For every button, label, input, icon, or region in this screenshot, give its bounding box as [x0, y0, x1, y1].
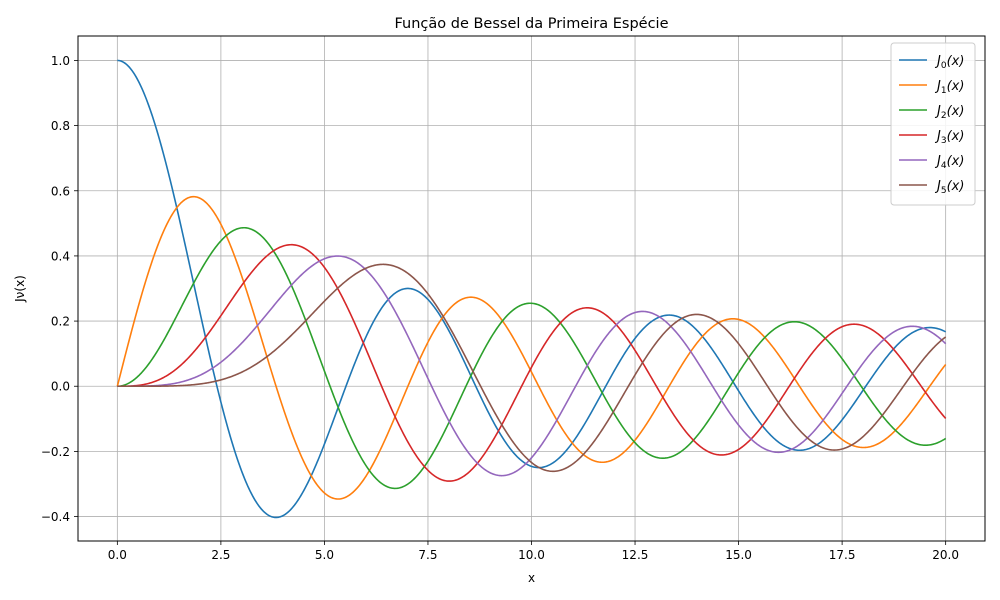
x-tick-label: 15.0	[725, 548, 752, 562]
x-axis-title: x	[528, 571, 535, 585]
legend-box	[890, 42, 976, 206]
series-line-j3	[117, 243, 947, 482]
grid	[78, 36, 985, 541]
series-line-j1	[116, 195, 947, 500]
y-tick-label: −0.2	[41, 445, 70, 459]
x-tick-label: 2.5	[211, 548, 230, 562]
series-line-j5	[117, 263, 947, 473]
legend-label: J3(x)	[934, 129, 964, 146]
y-tick-label: 0.0	[51, 380, 70, 394]
legend-label: J4(x)	[934, 154, 964, 171]
y-tick-label: 0.2	[51, 315, 70, 329]
x-tick-label: 12.5	[622, 548, 649, 562]
legend-label: J0(x)	[934, 54, 964, 71]
legend-label: J2(x)	[934, 104, 964, 121]
y-tick-label: 0.4	[51, 249, 70, 263]
series-line-j2	[117, 226, 947, 490]
x-tick-label: 17.5	[829, 548, 856, 562]
series-lines	[116, 59, 947, 519]
x-tick-label: 7.5	[418, 548, 437, 562]
axis-ticks: 0.0 2.5 5.0 7.5 10.0 12.5 15.0 17.5 20.0 −0.4 −0.2…	[41, 54, 959, 562]
y-tick-label: 0.6	[51, 184, 70, 198]
y-tick-label: 1.0	[51, 54, 70, 68]
y-tick-label: −0.4	[41, 510, 70, 524]
series-line-j0	[117, 59, 947, 519]
x-tick-label: 5.0	[315, 548, 334, 562]
y-axis-title: Jν(x)	[13, 275, 27, 303]
y-tick-label: 0.8	[51, 119, 70, 133]
legend-label: J5(x)	[934, 179, 964, 196]
chart-title: Função de Bessel da Primeira Espécie	[394, 16, 668, 32]
x-tick-label: 20.0	[932, 548, 959, 562]
legend-label: J1(x)	[934, 79, 964, 96]
x-tick-label: 0.0	[108, 548, 127, 562]
x-tick-label: 10.0	[518, 548, 545, 562]
legend: J0(x) J1(x) J2(x) J3(x) J4(x) J5(x)	[890, 42, 976, 206]
